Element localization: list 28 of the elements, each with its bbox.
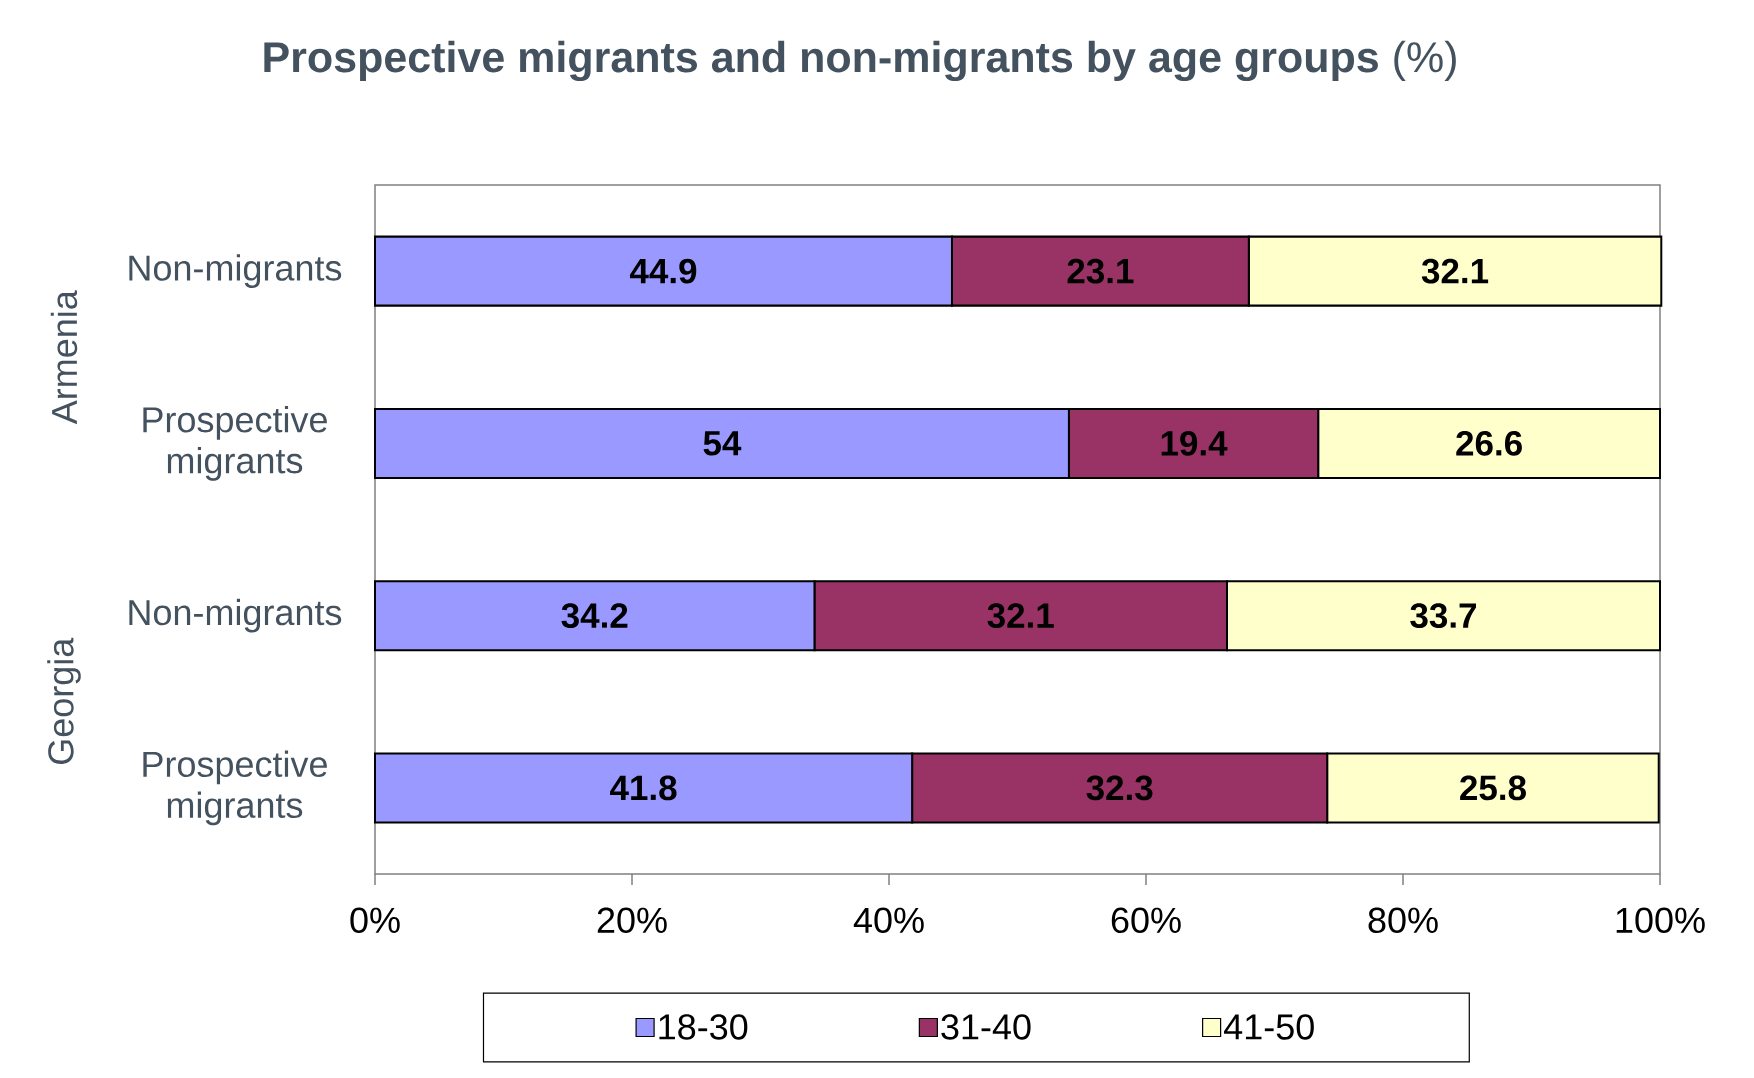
text: Georgia — [47, 637, 81, 764]
data-label: 33.7 — [1410, 603, 1476, 629]
x-tick-label: 40% — [853, 907, 924, 934]
data-label: 32.1 — [987, 603, 1054, 629]
data-label: 25.8 — [1460, 775, 1526, 801]
data-label: 23.1 — [1067, 258, 1134, 284]
data-label: 44.9 — [629, 258, 697, 284]
data-label: 34.2 — [561, 603, 628, 629]
y-tick-label: Prospective migrants — [143, 406, 327, 481]
data-label: 26.6 — [1456, 430, 1522, 456]
data-label: 32.1 — [1421, 258, 1489, 284]
data-label: 41.8 — [610, 775, 677, 801]
y-tick-label: Non-migrants — [129, 598, 342, 633]
y-tick-label: Prospective migrants — [143, 750, 327, 826]
legend-label: 18-30 — [659, 1014, 748, 1040]
data-label: 19.4 — [1161, 430, 1228, 456]
x-tick-label: 20% — [597, 907, 667, 934]
x-tick-label: 100% — [1616, 907, 1705, 934]
x-tick-label: 0% — [350, 907, 400, 934]
x-tick-label: 60% — [1111, 907, 1181, 934]
data-label: 32.3 — [1086, 775, 1153, 801]
x-tick-label: 80% — [1368, 907, 1438, 934]
legend-label: 31-40 — [941, 1014, 1031, 1040]
data-label: 54 — [703, 431, 742, 456]
text: Armenia — [50, 290, 78, 425]
chart-title: Prospective migrants and non-migrants by age groups (%) — [264, 40, 1456, 82]
y-tick-label: Non-migrants — [129, 254, 342, 288]
legend-label: 41-50 — [1224, 1014, 1314, 1040]
